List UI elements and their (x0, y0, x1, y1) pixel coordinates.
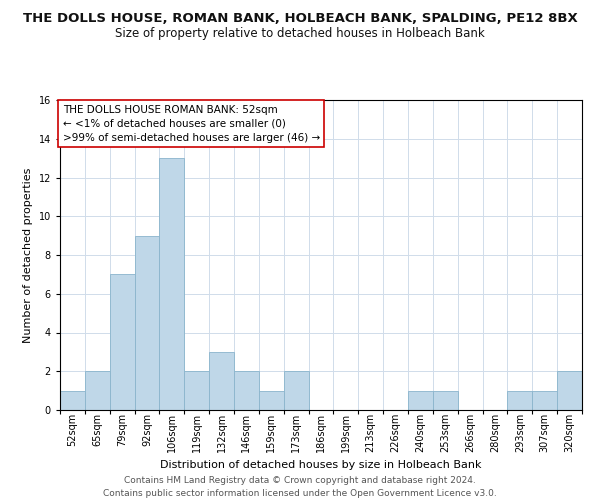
Text: THE DOLLS HOUSE, ROMAN BANK, HOLBEACH BANK, SPALDING, PE12 8BX: THE DOLLS HOUSE, ROMAN BANK, HOLBEACH BA… (23, 12, 577, 26)
Text: THE DOLLS HOUSE ROMAN BANK: 52sqm
← <1% of detached houses are smaller (0)
>99% : THE DOLLS HOUSE ROMAN BANK: 52sqm ← <1% … (62, 104, 320, 142)
Bar (433, 390, 458, 410)
Bar (209, 352, 234, 410)
Bar (408, 390, 433, 410)
Bar (134, 236, 160, 410)
Bar (110, 274, 134, 410)
Y-axis label: Number of detached properties: Number of detached properties (23, 168, 33, 342)
X-axis label: Distribution of detached houses by size in Holbeach Bank: Distribution of detached houses by size … (160, 460, 482, 470)
Bar (284, 371, 308, 410)
Bar (508, 390, 532, 410)
Bar (234, 371, 259, 410)
Bar (160, 158, 184, 410)
Bar (259, 390, 284, 410)
Text: Contains HM Land Registry data © Crown copyright and database right 2024.
Contai: Contains HM Land Registry data © Crown c… (103, 476, 497, 498)
Bar (184, 371, 209, 410)
Bar (532, 390, 557, 410)
Bar (60, 390, 85, 410)
Text: Size of property relative to detached houses in Holbeach Bank: Size of property relative to detached ho… (115, 28, 485, 40)
Bar (557, 371, 582, 410)
Bar (85, 371, 110, 410)
